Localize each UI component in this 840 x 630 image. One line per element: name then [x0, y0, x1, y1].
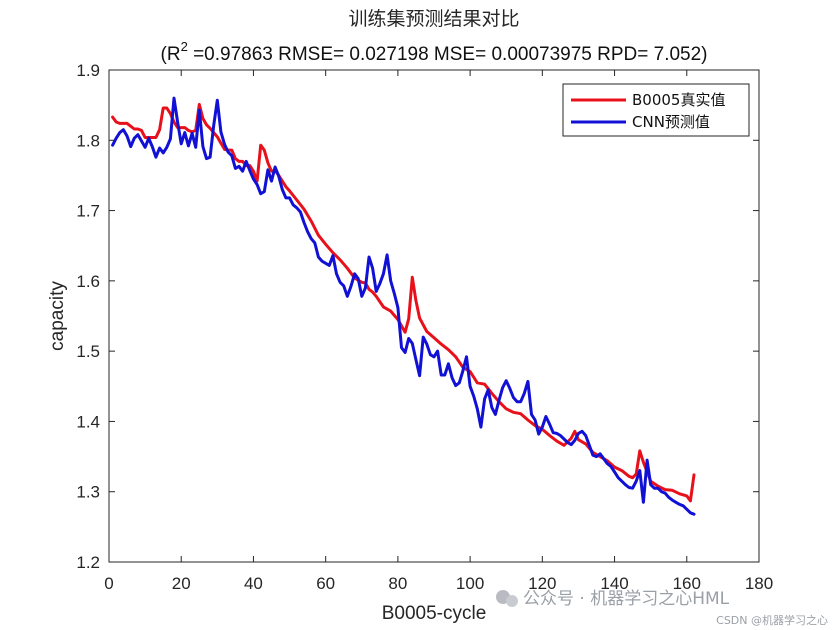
x-axis: 0 20 40 60 80 100 120 140 160 180 [104, 70, 773, 593]
y-tick-label: 1.2 [76, 553, 100, 572]
x-tick-label: 160 [673, 574, 701, 593]
y-tick-label: 1.9 [76, 61, 100, 80]
y-axis: 1.2 1.3 1.4 1.5 1.6 1.7 1.8 1.9 [76, 61, 759, 572]
y-tick-label: 1.8 [76, 131, 100, 150]
y-axis-label: capacity [47, 281, 68, 351]
series-layer [111, 96, 696, 516]
y-tick-label: 1.6 [76, 272, 100, 291]
x-tick-label: 20 [172, 574, 191, 593]
wechat-icon-bubble [506, 595, 518, 607]
x-tick-label: 140 [600, 574, 628, 593]
series-line-cnn [111, 96, 696, 516]
x-tick-label: 0 [104, 574, 113, 593]
legend-label-real: B0005真实值 [632, 91, 725, 109]
x-tick-label: 180 [745, 574, 773, 593]
y-tick-label: 1.4 [76, 412, 100, 431]
subtitle-rest: =0.97863 RMSE= 0.027198 MSE= 0.00073975 … [188, 44, 708, 65]
chart-title: 训练集预测结果对比 [348, 8, 519, 30]
x-tick-label: 40 [244, 574, 263, 593]
y-tick-label: 1.3 [76, 483, 100, 502]
watermark: 公众号 · 机器学习之心HML CSDN @机器学习之心 [496, 589, 828, 627]
x-tick-label: 80 [388, 574, 407, 593]
legend: B0005真实值 CNN预测值 [562, 83, 750, 137]
x-tick-label: 100 [456, 574, 484, 593]
series-line-real [111, 102, 696, 503]
legend-box [562, 83, 750, 137]
x-axis-label: B0005-cycle [382, 603, 487, 624]
legend-label-cnn: CNN预测值 [632, 113, 710, 131]
x-tick-label: 120 [528, 574, 556, 593]
watermark-main: 公众号 · 机器学习之心HML [523, 589, 730, 609]
watermark-sub: CSDN @机器学习之心 [716, 613, 828, 627]
subtitle-prefix: (R [161, 44, 181, 65]
chart-subtitle: (R2 =0.97863 RMSE= 0.027198 MSE= 0.00073… [161, 39, 708, 65]
subtitle-superscript: 2 [181, 39, 188, 54]
x-tick-label: 60 [316, 574, 335, 593]
y-tick-label: 1.5 [76, 342, 100, 361]
y-tick-label: 1.7 [76, 202, 100, 221]
